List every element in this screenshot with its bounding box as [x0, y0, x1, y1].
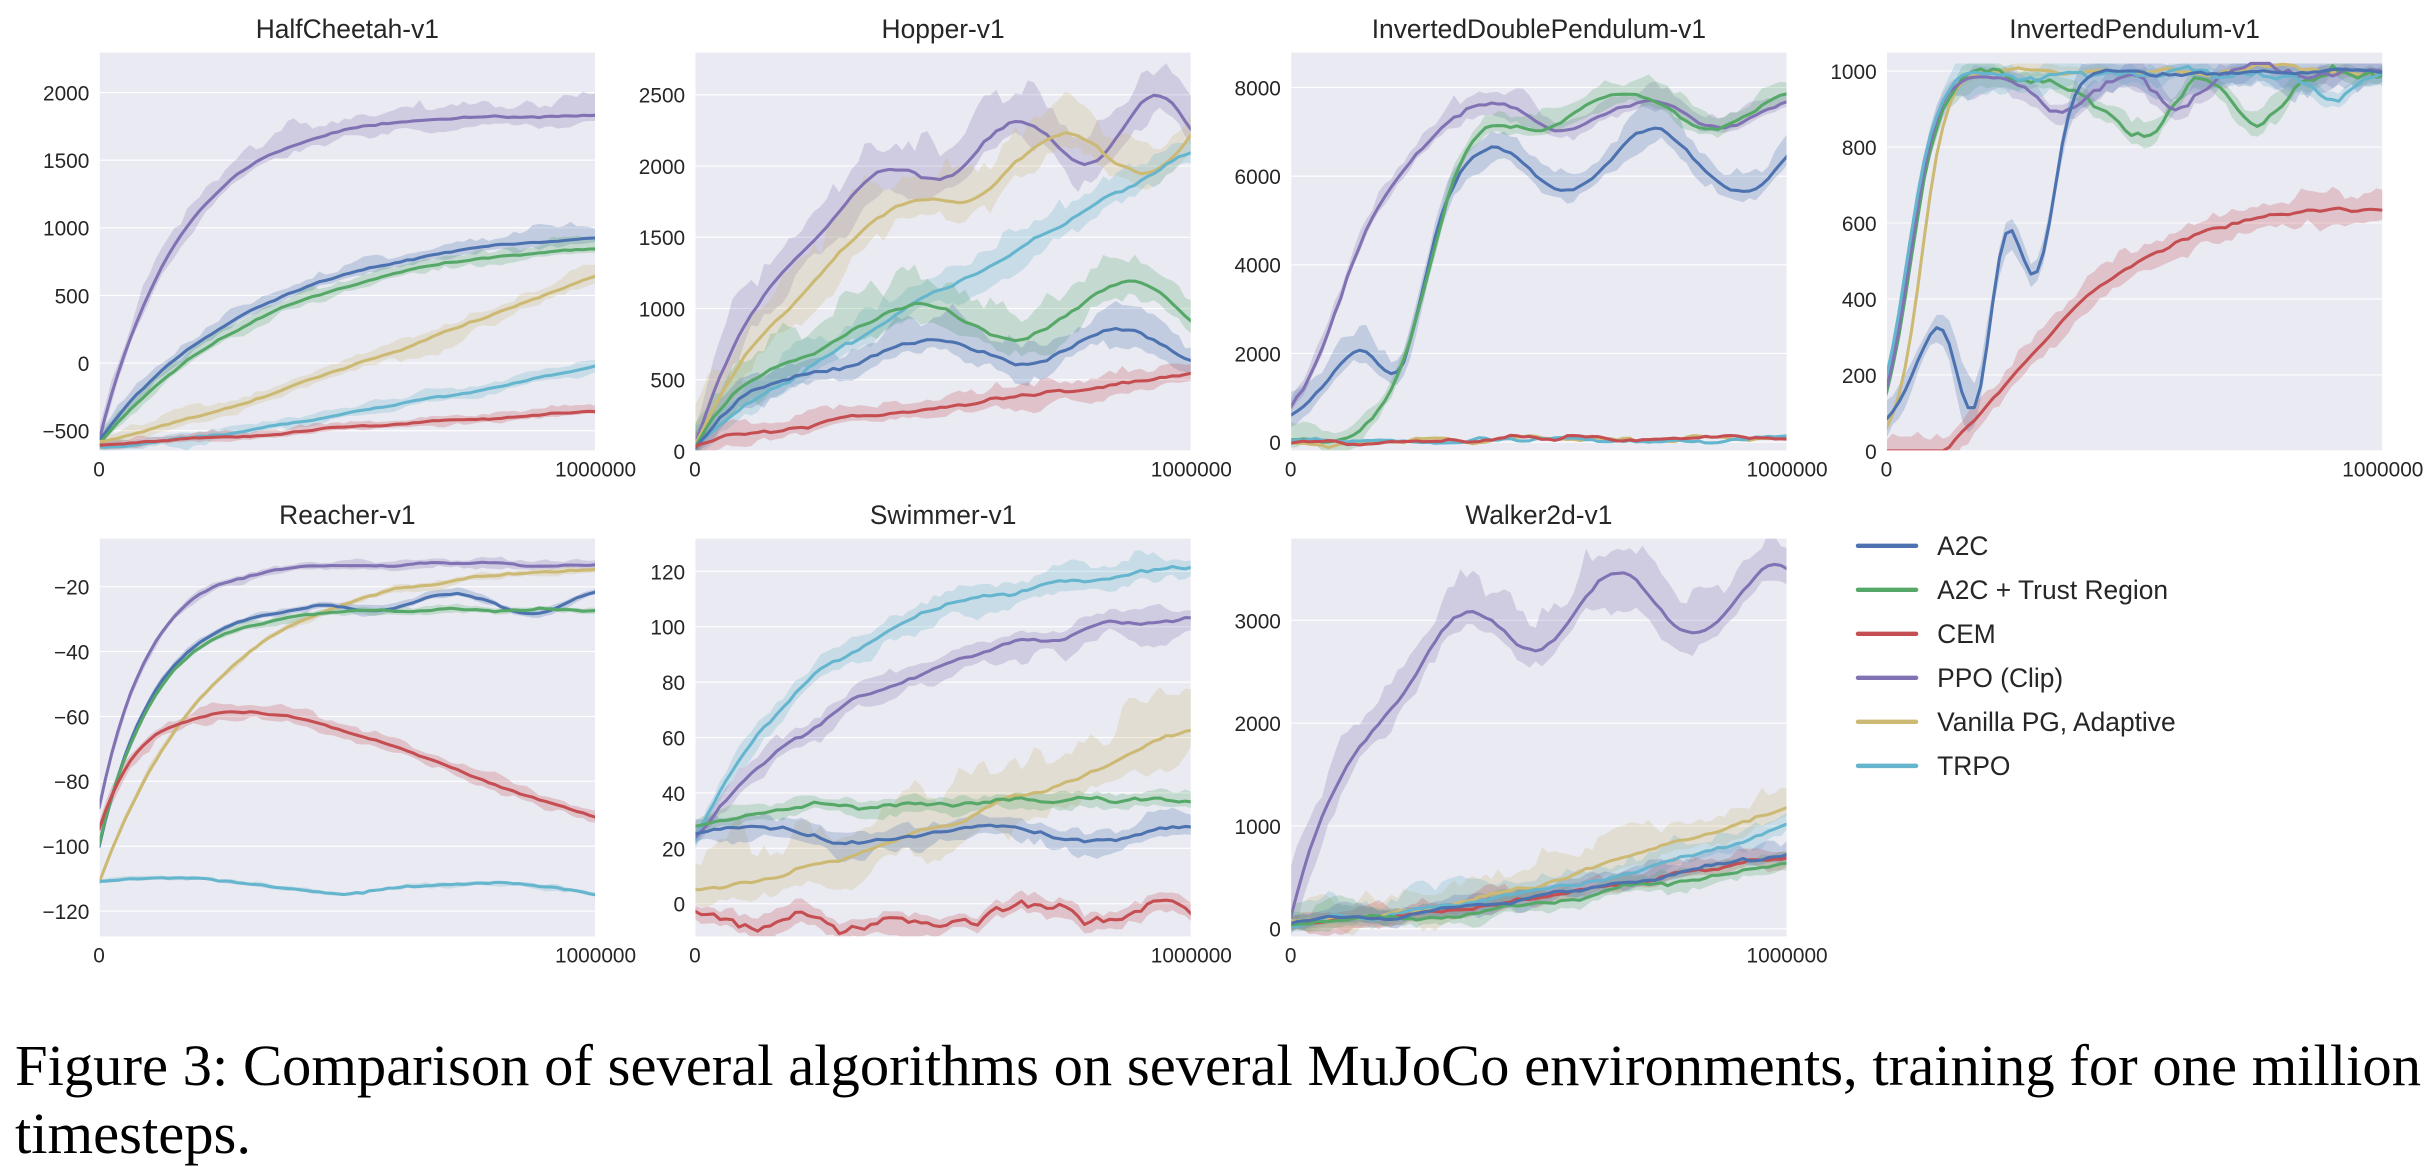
svg-text:200: 200	[1842, 365, 1877, 388]
svg-text:0: 0	[674, 441, 686, 464]
svg-text:1000: 1000	[1830, 61, 1876, 84]
svg-text:600: 600	[1842, 213, 1877, 236]
svg-text:Reacher-v1: Reacher-v1	[279, 500, 415, 530]
svg-text:0: 0	[1865, 441, 1877, 464]
svg-text:A2C: A2C	[1937, 531, 1988, 561]
svg-text:2000: 2000	[639, 156, 685, 179]
svg-text:−500: −500	[42, 421, 89, 444]
svg-text:60: 60	[662, 727, 685, 750]
svg-text:0: 0	[1269, 919, 1281, 942]
svg-text:0: 0	[689, 458, 701, 481]
svg-text:8000: 8000	[1235, 77, 1281, 100]
svg-text:−100: −100	[42, 836, 89, 859]
svg-text:1000000: 1000000	[1151, 945, 1232, 968]
svg-text:0: 0	[93, 458, 105, 481]
svg-text:0: 0	[1881, 458, 1893, 481]
svg-text:80: 80	[662, 672, 685, 695]
svg-text:6000: 6000	[1235, 166, 1281, 189]
svg-text:HalfCheetah-v1: HalfCheetah-v1	[256, 14, 439, 44]
svg-text:0: 0	[78, 353, 90, 376]
svg-text:20: 20	[662, 838, 685, 861]
svg-text:0: 0	[1269, 432, 1281, 455]
svg-text:−80: −80	[54, 771, 89, 794]
svg-text:120: 120	[650, 561, 685, 584]
svg-text:500: 500	[650, 370, 685, 393]
svg-text:1000: 1000	[1235, 816, 1281, 839]
svg-text:1000000: 1000000	[1747, 945, 1828, 968]
svg-text:400: 400	[1842, 289, 1877, 312]
svg-text:InvertedDoublePendulum-v1: InvertedDoublePendulum-v1	[1372, 14, 1706, 44]
svg-text:−120: −120	[42, 901, 89, 924]
svg-text:TRPO: TRPO	[1937, 751, 2010, 781]
svg-text:1000000: 1000000	[555, 945, 636, 968]
svg-text:2500: 2500	[639, 85, 685, 108]
svg-text:−60: −60	[54, 706, 89, 729]
svg-text:1000000: 1000000	[1151, 458, 1232, 481]
svg-text:800: 800	[1842, 137, 1877, 160]
svg-text:4000: 4000	[1235, 255, 1281, 278]
svg-text:3000: 3000	[1235, 610, 1281, 633]
svg-text:Hopper-v1: Hopper-v1	[882, 14, 1005, 44]
svg-text:2000: 2000	[1235, 343, 1281, 366]
svg-text:Vanilla PG, Adaptive: Vanilla PG, Adaptive	[1937, 707, 2176, 737]
svg-text:1500: 1500	[639, 227, 685, 250]
svg-text:1000: 1000	[639, 298, 685, 321]
svg-text:1000000: 1000000	[1747, 458, 1828, 481]
svg-text:0: 0	[93, 945, 105, 968]
svg-text:1000000: 1000000	[2342, 458, 2423, 481]
svg-text:−20: −20	[54, 577, 89, 600]
svg-text:0: 0	[1285, 945, 1297, 968]
svg-text:Swimmer-v1: Swimmer-v1	[870, 500, 1017, 530]
svg-text:1000000: 1000000	[555, 458, 636, 481]
svg-text:Walker2d-v1: Walker2d-v1	[1465, 500, 1612, 530]
svg-text:100: 100	[650, 617, 685, 640]
svg-text:−40: −40	[54, 642, 89, 665]
svg-text:0: 0	[689, 945, 701, 968]
svg-text:InvertedPendulum-v1: InvertedPendulum-v1	[2009, 14, 2260, 44]
svg-text:0: 0	[674, 894, 686, 917]
svg-text:A2C + Trust Region: A2C + Trust Region	[1937, 575, 2168, 605]
svg-text:1500: 1500	[43, 150, 89, 173]
svg-text:2000: 2000	[43, 83, 89, 106]
svg-text:PPO (Clip): PPO (Clip)	[1937, 663, 2063, 693]
svg-text:40: 40	[662, 783, 685, 806]
svg-text:0: 0	[1285, 458, 1297, 481]
svg-text:2000: 2000	[1235, 713, 1281, 736]
svg-text:CEM: CEM	[1937, 619, 1996, 649]
svg-text:1000: 1000	[43, 218, 89, 241]
svg-text:500: 500	[55, 285, 90, 308]
